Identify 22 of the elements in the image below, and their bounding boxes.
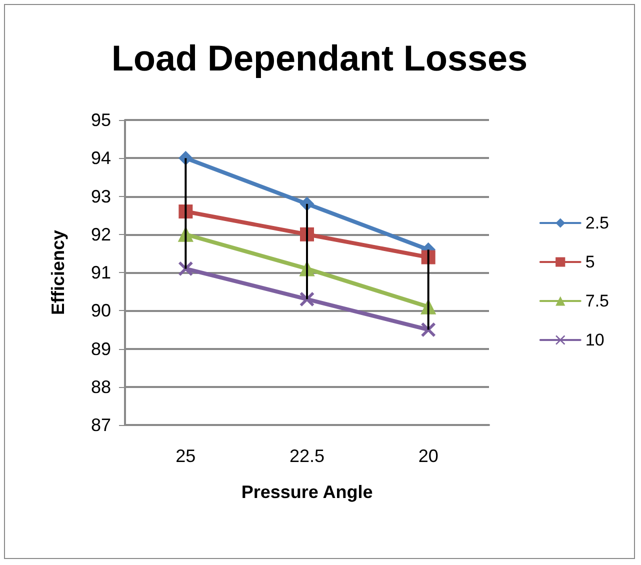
- legend-label: 5: [585, 252, 595, 272]
- y-tick-label: 91: [90, 262, 111, 282]
- x-tick-label: 22.5: [289, 446, 325, 466]
- point: [300, 292, 314, 306]
- point: [178, 262, 193, 276]
- x-tick-label: 25: [176, 446, 196, 466]
- legend-label: 2.5: [585, 214, 610, 232]
- y-axis-title: Efficiency: [48, 230, 68, 316]
- y-tick-label: 87: [90, 415, 111, 435]
- y-tick-label: 90: [90, 300, 111, 321]
- y-tick-label: 94: [90, 148, 111, 168]
- legend-label: 10: [585, 330, 604, 350]
- y-tick-label: 95: [90, 110, 111, 130]
- y-tick-label: 88: [90, 376, 111, 397]
- x-axis-title: Pressure Angle: [241, 482, 373, 502]
- chart-title: Load Dependant Losses: [111, 38, 528, 78]
- point: [421, 322, 436, 337]
- legend-label: 7.5: [585, 292, 610, 310]
- x-tick-label: 20: [418, 446, 438, 466]
- y-tick-label: 89: [90, 338, 111, 359]
- y-tick-label: 93: [90, 186, 111, 206]
- y-tick-label: 92: [90, 224, 111, 244]
